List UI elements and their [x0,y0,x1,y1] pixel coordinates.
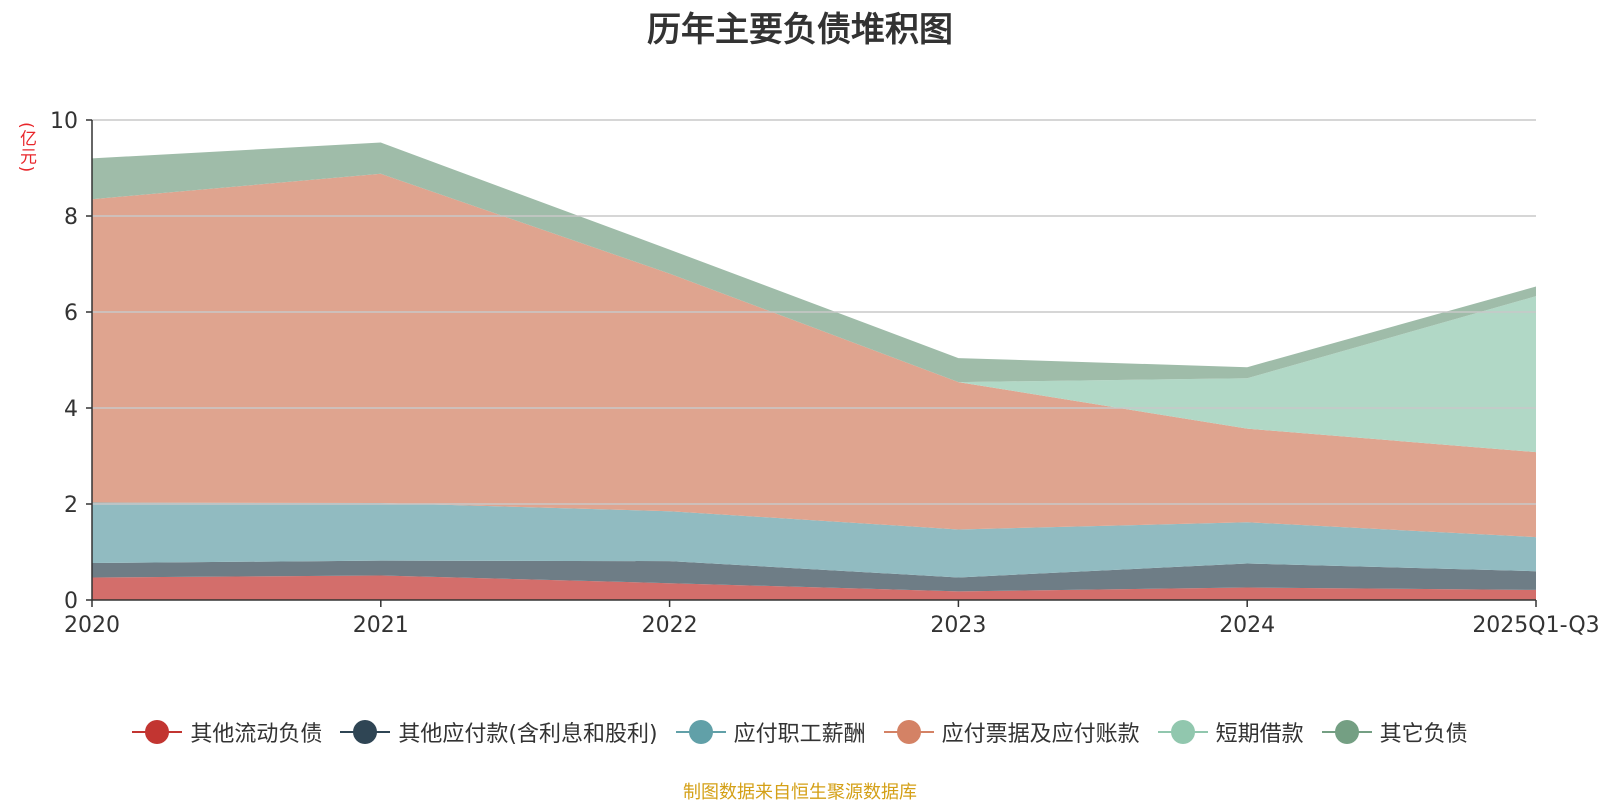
y-tick-label: 0 [64,589,78,614]
area-series-2 [92,502,1536,578]
legend-marker-icon [340,720,391,744]
x-tick-label: 2020 [64,613,120,638]
legend-item[interactable]: 其他应付款(含利息和股利) [340,716,658,748]
area-series-3 [92,173,1536,538]
legend-marker-icon [675,720,726,744]
x-tick-label: 2022 [642,613,698,638]
x-tick-label: 2025Q1-Q3 [1472,613,1599,638]
source-note: 制图数据来自恒生聚源数据库 [683,782,917,800]
y-tick-label: 6 [64,301,78,326]
chart-title: 历年主要负债堆积图 [647,10,953,50]
legend-item[interactable]: 其他流动负债 [132,716,322,748]
y-axis-unit-label: (亿元) [16,122,36,174]
area-series-5 [92,142,1536,383]
legend-marker-icon [883,720,934,744]
x-tick-label: 2024 [1219,613,1275,638]
y-tick-label: 2 [64,493,78,518]
legend-marker-icon [1321,720,1372,744]
x-tick-label: 2021 [353,613,409,638]
area-series-0 [92,575,1536,600]
legend: 其他流动负债 其他应付款(含利息和股利) 应付职工薪酬 应付票据及应付账款 短期借款 其它… [0,716,1600,748]
legend-marker-icon [132,720,183,744]
area-series-1 [92,560,1536,592]
x-tick-label: 2023 [930,613,986,638]
axes-layer: 0 2 4 6 8 10 2020 2021 2022 2023 2024 2025Q1-Q3 [50,109,1600,638]
legend-label: 短期借款 [1215,722,1304,747]
legend-label: 其它负债 [1379,722,1468,747]
chart-plot: 0 2 4 6 8 10 2020 2021 2022 2023 2024 2025Q1-Q3 [50,109,1600,638]
legend-item[interactable]: 应付票据及应付账款 [883,716,1140,748]
legend-item[interactable]: 其它负债 [1321,716,1468,748]
y-tick-label: 4 [64,397,78,422]
legend-marker-icon [1157,720,1208,744]
legend-item[interactable]: 应付职工薪酬 [675,716,866,748]
legend-label: 应付职工薪酬 [733,722,866,747]
area-layer [92,142,1536,600]
legend-label: 应付票据及应付账款 [941,722,1140,747]
y-tick-label: 10 [50,109,78,134]
legend-label: 其他应付款(含利息和股利) [398,722,658,747]
legend-label: 其他流动负债 [190,722,323,747]
y-tick-label: 8 [64,205,78,230]
grid-layer [92,119,1536,505]
area-series-4 [92,173,1536,453]
legend-item[interactable]: 短期借款 [1157,716,1304,748]
